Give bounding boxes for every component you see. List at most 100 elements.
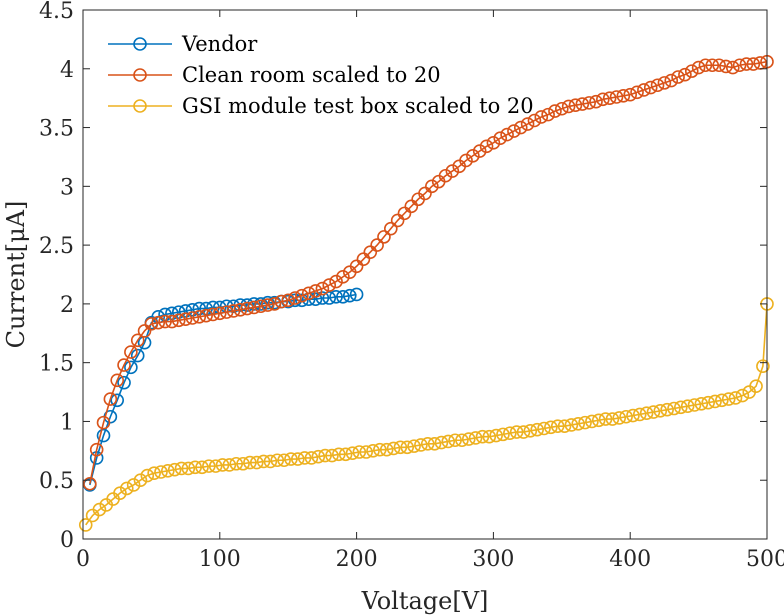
data-point <box>124 360 138 375</box>
data-point <box>732 58 747 73</box>
data-point <box>612 411 627 425</box>
data-point <box>349 287 364 302</box>
data-point <box>236 456 250 471</box>
data-point <box>520 117 535 131</box>
data-point <box>233 302 248 317</box>
data-point <box>643 80 658 95</box>
data-point <box>407 439 421 453</box>
legend-entry-2: Clean room scaled to 20 <box>108 63 441 87</box>
data-point <box>721 392 736 406</box>
data-point <box>167 462 182 477</box>
data-point <box>571 416 586 431</box>
data-point <box>247 300 261 315</box>
data-point <box>516 425 531 439</box>
data-point <box>78 518 93 532</box>
data-point <box>199 308 213 323</box>
data-point <box>336 270 350 284</box>
data-point <box>496 427 510 442</box>
data-point <box>619 409 633 424</box>
y-tick-label: 1.5 <box>39 352 74 377</box>
data-point <box>602 91 617 105</box>
data-point <box>113 486 127 500</box>
data-point <box>154 465 168 479</box>
plot-background <box>83 10 767 539</box>
data-point <box>370 238 384 252</box>
data-point <box>475 429 490 444</box>
data-point <box>537 421 551 436</box>
legend-marker <box>133 37 147 51</box>
data-point <box>140 468 155 483</box>
data-point <box>219 305 234 319</box>
axes-box <box>82 9 768 540</box>
data-point <box>509 425 524 439</box>
data-point <box>616 89 631 103</box>
data-point <box>400 440 415 455</box>
data-point <box>513 120 528 135</box>
data-point <box>708 394 722 409</box>
data-point <box>117 358 131 372</box>
data-point <box>202 459 216 473</box>
data-point <box>527 113 542 128</box>
data-point <box>229 456 244 471</box>
data-point <box>674 400 688 415</box>
data-point <box>359 445 373 459</box>
data-point <box>660 402 674 417</box>
data-point <box>705 58 720 73</box>
data-point <box>468 431 483 445</box>
data-point <box>247 297 261 311</box>
data-point <box>256 454 271 469</box>
data-point <box>222 458 237 472</box>
data-point <box>208 459 223 473</box>
plot-area: 0 100 200 300 400 500 0 0.5 1 1.5 2 2.5 3 3.5 4 4.5 <box>39 0 784 572</box>
data-point <box>671 70 685 84</box>
data-point <box>249 455 264 470</box>
data-point <box>352 445 367 459</box>
data-point <box>680 399 695 413</box>
data-point <box>568 98 583 113</box>
data-point <box>554 101 569 116</box>
data-point <box>373 442 387 457</box>
data-point <box>133 473 148 488</box>
data-point <box>288 291 302 305</box>
y-tick-label: 2 <box>60 293 74 318</box>
x-tick-label: 200 <box>336 547 378 572</box>
data-point <box>414 438 428 452</box>
data-point <box>719 59 733 74</box>
data-point <box>609 90 624 104</box>
data-point <box>678 67 692 82</box>
data-point <box>632 407 647 422</box>
data-point <box>427 436 442 451</box>
legend-marker <box>133 99 147 113</box>
data-point <box>297 451 312 465</box>
data-point <box>96 415 111 430</box>
data-point <box>174 461 189 476</box>
data-point <box>756 359 770 373</box>
data-point <box>270 453 285 468</box>
data-point <box>124 345 138 359</box>
data-point <box>254 299 268 314</box>
data-point <box>178 304 193 318</box>
data-point <box>466 148 480 163</box>
data-point <box>667 401 681 416</box>
data-point <box>315 291 330 305</box>
data-point <box>544 420 558 435</box>
data-point <box>598 412 613 426</box>
data-point <box>377 230 391 244</box>
data-point <box>489 428 503 443</box>
y-axis-title: Current[μA] <box>2 201 30 349</box>
data-point <box>438 168 453 183</box>
data-point <box>318 448 332 463</box>
data-point <box>181 461 196 476</box>
data-point <box>263 454 278 469</box>
data-point <box>161 464 175 478</box>
data-point <box>701 395 715 410</box>
data-point <box>639 406 654 421</box>
data-point <box>165 314 179 329</box>
data-point <box>698 58 713 73</box>
data-point <box>379 442 394 457</box>
data-point <box>290 452 305 466</box>
data-point <box>445 164 460 178</box>
data-point <box>623 87 638 102</box>
data-point <box>746 57 761 71</box>
